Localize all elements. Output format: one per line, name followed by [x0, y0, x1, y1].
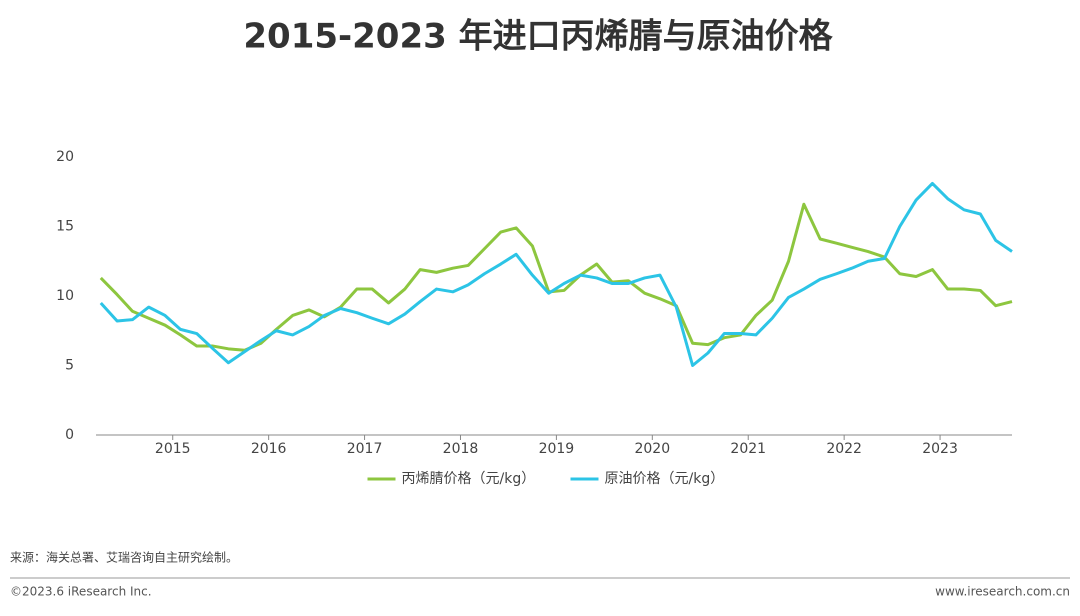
- x-tick-label: 2016: [251, 441, 287, 457]
- x-tick-label: 2018: [443, 441, 479, 457]
- y-tick-label: 0: [65, 427, 74, 443]
- y-tick-label: 20: [56, 149, 74, 165]
- x-tick-label: 2015: [155, 441, 191, 457]
- legend-label: 原油价格（元/kg）: [605, 471, 725, 487]
- x-tick-label: 2019: [539, 441, 575, 457]
- chart-title: 2015-2023 年进口丙烯腈与原油价格: [243, 17, 833, 57]
- x-tick-label: 2021: [730, 441, 766, 457]
- source-note: 来源：海关总署、艾瑞咨询自主研究绘制。: [10, 550, 238, 565]
- y-tick-label: 10: [56, 288, 74, 304]
- x-tick-label: 2023: [922, 441, 958, 457]
- series-line: [99, 202, 1013, 352]
- legend-label: 丙烯腈价格（元/kg）: [402, 471, 536, 487]
- website: www.iresearch.com.cn: [935, 585, 1070, 599]
- y-tick-label: 15: [56, 219, 74, 235]
- y-tick-label: 5: [65, 358, 74, 374]
- x-tick-label: 2020: [634, 441, 670, 457]
- x-tick-label: 2022: [826, 441, 862, 457]
- copyright: ©2023.6 iResearch Inc.: [10, 585, 152, 599]
- series-line: [99, 181, 1013, 367]
- x-tick-label: 2017: [347, 441, 383, 457]
